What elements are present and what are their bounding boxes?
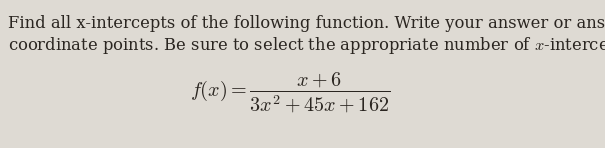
Text: Find all x-intercepts of the following function. Write your answer or answers as: Find all x-intercepts of the following f… bbox=[8, 15, 605, 32]
Text: coordinate points. Be sure to select the appropriate number of $x$-intercepts.: coordinate points. Be sure to select the… bbox=[8, 35, 605, 56]
Text: $f(x) = \dfrac{x + 6}{3x^2 + 45x + 162}$: $f(x) = \dfrac{x + 6}{3x^2 + 45x + 162}$ bbox=[190, 70, 390, 115]
